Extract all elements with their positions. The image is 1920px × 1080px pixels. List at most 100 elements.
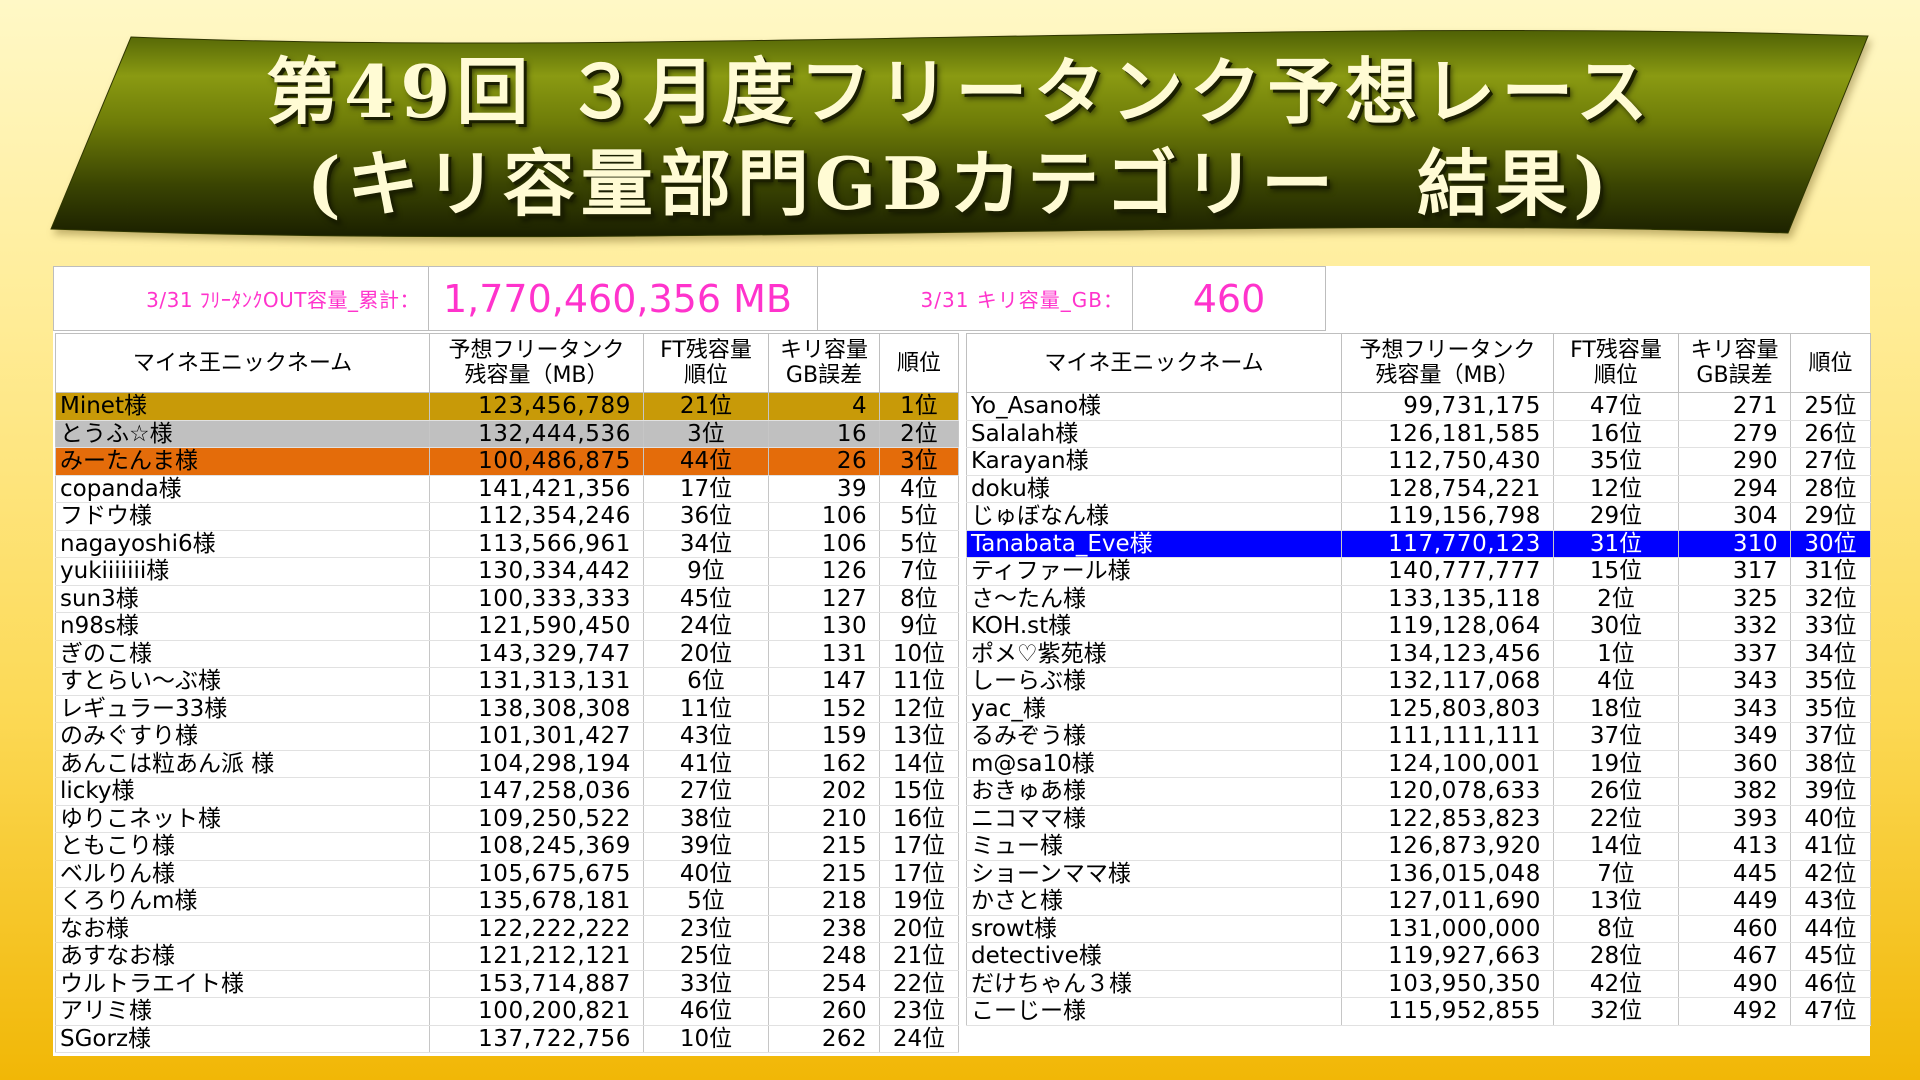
ft-rank-cell: 4位 (1553, 667, 1679, 696)
result-row: Yo_Asano様 99,731,175 47位 271 25位 (966, 392, 1871, 421)
predicted-remaining-cell: 126,181,585 (1341, 420, 1554, 448)
nickname-cell: Tanabata_Eve様 (966, 530, 1342, 558)
predicted-remaining-cell: 111,111,111 (1341, 722, 1554, 751)
nickname-cell: copanda様 (55, 475, 430, 503)
predicted-remaining-cell: 122,222,222 (429, 915, 644, 943)
result-row: doku様 128,754,221 12位 294 28位 (966, 475, 1871, 503)
result-row: copanda様 141,421,356 17位 39 4位 (55, 475, 959, 503)
header-ft-rank: FT残容量 順位 (1553, 333, 1679, 393)
results-panel: 3/31 ﾌﾘｰﾀﾝｸOUT容量_累計： 1,770,460,356 MB 3/… (53, 266, 1871, 1056)
gb-error-cell: 492 (1678, 997, 1791, 1026)
nickname-cell: yukiiiiiii様 (55, 557, 430, 586)
rank-cell: 3位 (879, 447, 959, 476)
rank-cell: 31位 (1790, 557, 1871, 586)
rank-cell: 45位 (1790, 942, 1871, 971)
predicted-remaining-cell: 140,777,777 (1341, 557, 1554, 586)
result-row: あすなお様 121,212,121 25位 248 21位 (55, 942, 959, 971)
rank-cell: 15位 (879, 777, 959, 806)
predicted-remaining-cell: 122,853,823 (1341, 805, 1554, 833)
result-row: Minet様 123,456,789 21位 4 1位 (55, 392, 959, 421)
ft-rank-cell: 12位 (1553, 475, 1679, 503)
predicted-remaining-cell: 133,135,118 (1341, 585, 1554, 613)
rank-cell: 12位 (879, 695, 959, 723)
predicted-remaining-cell: 131,000,000 (1341, 915, 1554, 943)
nickname-cell: フドウ様 (55, 502, 430, 531)
result-row: みーたんま様 100,486,875 44位 26 3位 (55, 447, 959, 476)
rank-cell: 42位 (1790, 860, 1871, 888)
predicted-remaining-cell: 153,714,887 (429, 970, 644, 998)
nickname-cell: nagayoshi6様 (55, 530, 430, 558)
ft-rank-cell: 30位 (1553, 612, 1679, 641)
ft-rank-cell: 5位 (643, 887, 769, 916)
gb-error-cell: 467 (1678, 942, 1791, 971)
ft-rank-cell: 32位 (1553, 997, 1679, 1026)
result-row: ベルりん様 105,675,675 40位 215 17位 (55, 860, 959, 888)
result-row: srowt様 131,000,000 8位 460 44位 (966, 915, 1871, 943)
gb-error-cell: 159 (768, 722, 880, 751)
result-row: フドウ様 112,354,246 36位 106 5位 (55, 502, 959, 531)
table-header: マイネ王ニックネーム 予想フリータンク 残容量（MB） FT残容量 順位 キリ容… (966, 333, 1871, 393)
result-row: ショーンママ様 136,015,048 7位 445 42位 (966, 860, 1871, 888)
predicted-remaining-cell: 130,334,442 (429, 557, 644, 586)
ft-rank-cell: 25位 (643, 942, 769, 971)
result-row: yukiiiiiii様 130,334,442 9位 126 7位 (55, 557, 959, 586)
predicted-remaining-cell: 100,486,875 (429, 447, 644, 476)
ft-rank-cell: 42位 (1553, 970, 1679, 998)
predicted-remaining-cell: 103,950,350 (1341, 970, 1554, 998)
result-row: のみぐすり様 101,301,427 43位 159 13位 (55, 722, 959, 751)
result-row: こーじー様 115,952,855 32位 492 47位 (966, 997, 1871, 1026)
result-row: Salalah様 126,181,585 16位 279 26位 (966, 420, 1871, 448)
nickname-cell: ミュー様 (966, 832, 1342, 861)
rank-cell: 29位 (1790, 502, 1871, 531)
result-row: かさと様 127,011,690 13位 449 43位 (966, 887, 1871, 916)
rank-cell: 47位 (1790, 997, 1871, 1026)
rank-cell: 41位 (1790, 832, 1871, 861)
nickname-cell: のみぐすり様 (55, 722, 430, 751)
left-results-table: マイネ王ニックネーム 予想フリータンク 残容量（MB） FT残容量 順位 キリ容… (55, 333, 959, 1053)
result-row: あんこは粒あん派 様 104,298,194 41位 162 14位 (55, 750, 959, 778)
result-row: ミュー様 126,873,920 14位 413 41位 (966, 832, 1871, 861)
header-predicted-remaining: 予想フリータンク 残容量（MB） (429, 333, 644, 393)
ft-rank-cell: 9位 (643, 557, 769, 586)
header-rank: 順位 (1790, 333, 1871, 393)
header-row: マイネ王ニックネーム 予想フリータンク 残容量（MB） FT残容量 順位 キリ容… (55, 333, 959, 393)
rank-cell: 33位 (1790, 612, 1871, 641)
gb-error-cell: 360 (1678, 750, 1791, 778)
rank-cell: 43位 (1790, 887, 1871, 916)
nickname-cell: かさと様 (966, 887, 1342, 916)
ft-rank-cell: 47位 (1553, 392, 1679, 421)
header-row: マイネ王ニックネーム 予想フリータンク 残容量（MB） FT残容量 順位 キリ容… (966, 333, 1871, 393)
result-row: nagayoshi6様 113,566,961 34位 106 5位 (55, 530, 959, 558)
gb-error-cell: 218 (768, 887, 880, 916)
predicted-remaining-cell: 131,313,131 (429, 667, 644, 696)
rank-cell: 35位 (1790, 667, 1871, 696)
header-predicted-remaining: 予想フリータンク 残容量（MB） (1341, 333, 1554, 393)
result-row: くろりんm様 135,678,181 5位 218 19位 (55, 887, 959, 916)
gb-error-cell: 248 (768, 942, 880, 971)
ft-rank-cell: 13位 (1553, 887, 1679, 916)
predicted-remaining-cell: 125,803,803 (1341, 695, 1554, 723)
result-row: しーらぶ様 132,117,068 4位 343 35位 (966, 667, 1871, 696)
nickname-cell: こーじー様 (966, 997, 1342, 1026)
result-row: ウルトラエイト様 153,714,887 33位 254 22位 (55, 970, 959, 998)
predicted-remaining-cell: 104,298,194 (429, 750, 644, 778)
rank-cell: 2位 (879, 420, 959, 448)
rank-cell: 39位 (1790, 777, 1871, 806)
result-row: おきゅあ様 120,078,633 26位 382 39位 (966, 777, 1871, 806)
predicted-remaining-cell: 100,200,821 (429, 997, 644, 1026)
ft-rank-cell: 14位 (1553, 832, 1679, 861)
gb-error-cell: 449 (1678, 887, 1791, 916)
rank-cell: 7位 (879, 557, 959, 586)
ft-rank-cell: 20位 (643, 640, 769, 668)
rank-cell: 35位 (1790, 695, 1871, 723)
ft-rank-cell: 11位 (643, 695, 769, 723)
gb-error-cell: 210 (768, 805, 880, 833)
predicted-remaining-cell: 127,011,690 (1341, 887, 1554, 916)
ft-rank-cell: 2位 (1553, 585, 1679, 613)
gb-error-cell: 162 (768, 750, 880, 778)
result-row: だけちゃん３様 103,950,350 42位 490 46位 (966, 970, 1871, 998)
nickname-cell: レギュラー33様 (55, 695, 430, 723)
gb-error-cell: 238 (768, 915, 880, 943)
title-banner-shape (50, 29, 1869, 238)
